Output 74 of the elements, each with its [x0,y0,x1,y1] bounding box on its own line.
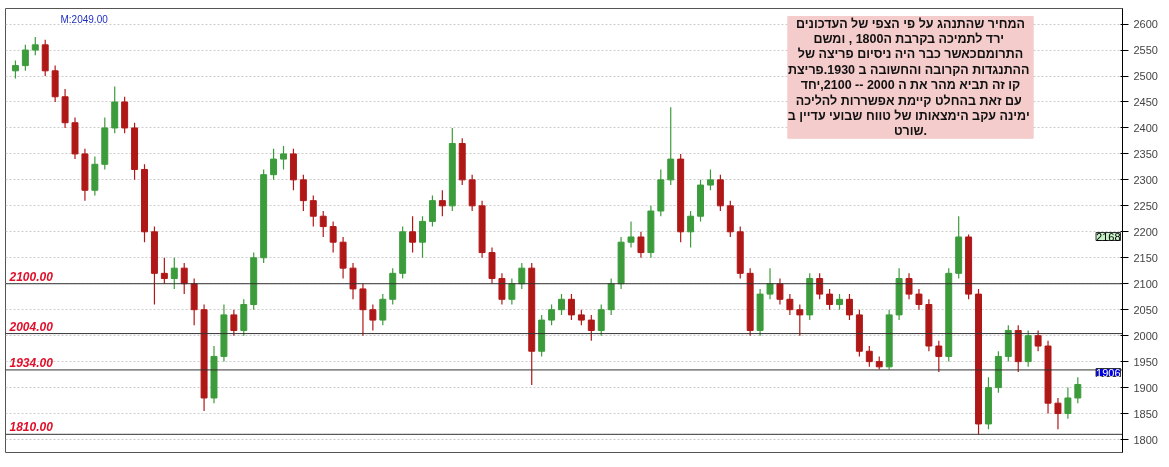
candlestick [548,303,556,326]
candlestick [826,288,834,311]
ref-line-label: 2004.00 [8,319,54,334]
y-tick-label: 1800 [1133,433,1158,446]
candlestick [865,345,873,368]
y-tick-label: 2350 [1133,147,1158,160]
candlestick [349,262,357,300]
candlestick [329,220,337,254]
y-tick-label: 2150 [1133,251,1158,264]
candlestick [369,303,377,332]
candlestick [319,210,327,238]
ref-line-label: 1810.00 [9,420,54,435]
candlestick [816,272,824,300]
candlestick [637,231,645,259]
ref-line-label: 2100.00 [8,269,54,284]
candlestick [160,257,168,285]
candlestick [567,293,575,321]
candlestick [905,272,913,300]
candlestick [1034,329,1042,352]
candlestick [419,215,426,259]
candlestick [706,168,714,191]
candlestick [558,293,565,316]
candlestick [299,174,307,212]
candlestick [786,293,794,316]
candlestick [1064,386,1072,420]
candlestick [667,106,675,186]
candlestick [597,303,605,337]
candlestick [21,44,29,72]
candlestick [180,262,188,295]
y-tick-label: 2500 [1133,70,1158,83]
candlestick [915,288,923,311]
y-tick-label: 2550 [1133,44,1158,57]
text: 2168 [1096,230,1121,243]
text: 1906 [1096,366,1121,379]
y-tick-label: 2450 [1133,95,1158,108]
ref-line-label: 1934.00 [9,355,54,370]
candlestick [428,194,436,228]
candlestick [508,277,516,306]
candlestick [766,267,774,300]
candlestick [379,293,387,326]
y-tick-label: 2400 [1133,121,1158,134]
candlestick [170,257,178,290]
y-tick-label: 2100 [1133,277,1158,290]
candlestick [409,215,417,254]
candlestick [359,283,367,337]
y-tick-label: 2600 [1133,18,1158,31]
candlestick [935,340,943,373]
y-tick-label: 1850 [1133,407,1158,420]
candlestick [230,309,238,337]
candlestick [518,262,526,290]
candlestick [587,314,595,342]
candlestick [438,189,446,217]
candlestick [31,36,39,56]
candlestick [11,59,19,80]
candlestick [270,148,278,181]
annotation: המחיר שהתנהג על פי הצפי של העדכונים ירד לתמיכה בקרבת ה1800 , ומשם התרומםכאשר כבר היה ניסיום פריצה של ההתנגדות הקרובה והחשובה ב 1930.פריצת קו זה תביא מהר את ה 2000 -- 2100,יחד עם זאת בהחלט קיימת אפשררות להליכה ימינה עקב הימצאותו של טווח שבועי עדיין ב שורט. [787,16,1030,139]
candlestick [845,293,853,321]
annotation: M:2049.00 [60,13,109,25]
y-tick-label: 2300 [1133,173,1158,186]
candlestick [796,303,804,337]
y-tick-label: 2000 [1133,329,1158,342]
y-tick-label: 2250 [1133,199,1158,212]
candlestick [280,145,287,171]
candlestick [498,272,506,306]
candlestick [627,220,635,248]
y-tick-label: 2200 [1133,225,1158,238]
y-tick-label: 1950 [1133,355,1158,368]
candlestick [687,210,695,248]
candlestick [776,277,784,306]
y-tick-label: 1900 [1133,381,1158,394]
y-tick-label: 2050 [1133,303,1158,316]
candlestick [309,194,317,228]
candlestick [1074,376,1082,404]
candlestick [1054,397,1062,430]
